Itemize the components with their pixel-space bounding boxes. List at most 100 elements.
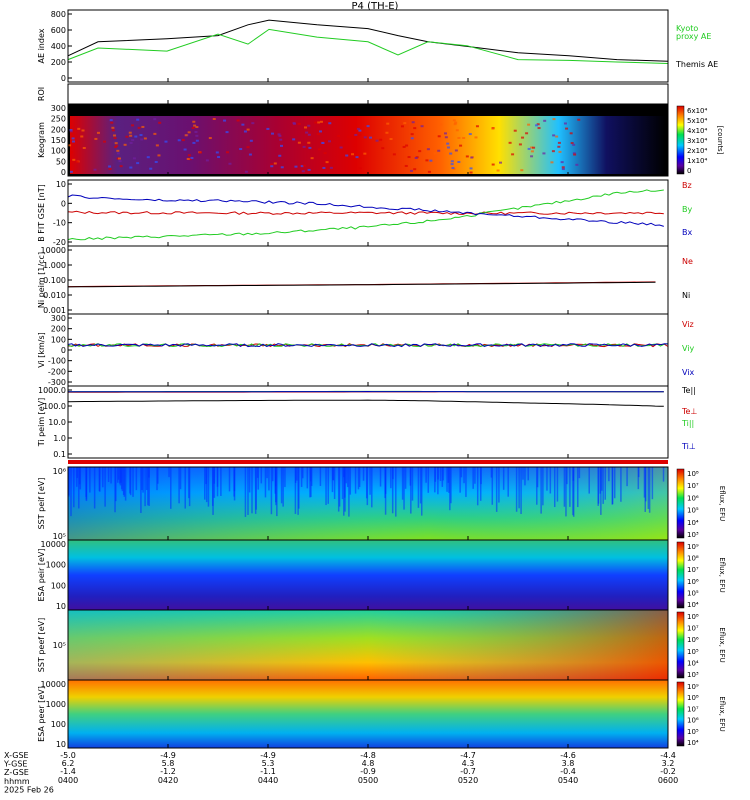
keogram-pixel bbox=[119, 165, 123, 168]
axis-ticks-label: 0500 bbox=[358, 776, 378, 785]
sst-streak bbox=[276, 467, 278, 517]
sst-streak bbox=[333, 467, 336, 499]
sst-streak bbox=[254, 467, 257, 514]
keogram-pixel bbox=[205, 159, 209, 162]
sst-streak bbox=[264, 467, 267, 498]
keogram-pixel bbox=[153, 118, 157, 121]
sst-streak bbox=[577, 467, 579, 508]
sst-streak bbox=[300, 467, 303, 487]
keogram-pixel bbox=[279, 138, 283, 141]
sst-streak bbox=[411, 467, 414, 501]
sst-streak bbox=[549, 467, 552, 494]
sst-streak bbox=[179, 467, 182, 490]
sst-streak bbox=[220, 467, 222, 496]
colorbar-tick: 10⁵ bbox=[687, 589, 699, 597]
sst-streak bbox=[310, 467, 312, 498]
spectrogram-e1 bbox=[68, 540, 668, 610]
keogram-pixel bbox=[75, 160, 79, 163]
panel-frame bbox=[67, 385, 669, 459]
axis-xgse-label: -4.6 bbox=[560, 751, 576, 760]
keogram-pixel bbox=[558, 150, 562, 153]
sst-streak bbox=[392, 467, 394, 480]
colorbar-tick: 10⁴ bbox=[687, 519, 699, 527]
keogram-pixel bbox=[530, 150, 534, 153]
keogram-pixel bbox=[530, 155, 534, 158]
keogram-pixel bbox=[577, 118, 581, 121]
sst-streak bbox=[565, 467, 567, 517]
keogram-pixel bbox=[527, 147, 531, 150]
sst-streak bbox=[662, 467, 665, 482]
keogram-pixel bbox=[521, 136, 525, 139]
sst-streak bbox=[449, 467, 451, 511]
keogram-pixel bbox=[228, 162, 232, 165]
panel-ylabel: Ni peim [1/cc] bbox=[37, 252, 46, 308]
sst-streak bbox=[643, 467, 646, 498]
ytick-label: 200 bbox=[51, 325, 66, 334]
sst-streak bbox=[362, 467, 365, 481]
keogram-pixel bbox=[131, 124, 135, 127]
keogram-pixel bbox=[93, 168, 97, 171]
sst-streak bbox=[572, 467, 574, 516]
keogram-pixel bbox=[153, 132, 157, 135]
colorbar-tick: 10³ bbox=[687, 671, 699, 679]
keogram-pixel bbox=[241, 123, 245, 126]
keogram-pixel bbox=[345, 154, 349, 157]
sst-streak bbox=[275, 467, 277, 506]
axis-ticks-label: 0540 bbox=[558, 776, 578, 785]
sst-streak bbox=[515, 467, 518, 512]
keogram-pixel bbox=[108, 165, 112, 168]
panel-frame bbox=[67, 245, 669, 315]
sst-streak bbox=[296, 467, 298, 481]
keogram-pixel bbox=[123, 143, 127, 146]
keogram-pixel bbox=[358, 133, 362, 136]
ytick-label: 10000 bbox=[41, 246, 66, 255]
keogram-pixel bbox=[563, 122, 567, 125]
panel-ylabel: AE index bbox=[37, 28, 46, 63]
spectrogram-e2 bbox=[68, 680, 668, 748]
axis-zgse-label: -0.2 bbox=[660, 767, 676, 776]
keogram-pixel bbox=[251, 122, 255, 125]
panel-ae: AE index 800 600 400 200 0 bbox=[37, 10, 72, 83]
colorbar-tick: 6x10⁴ bbox=[687, 107, 708, 115]
keogram-pixel bbox=[292, 138, 296, 141]
keogram-pixel bbox=[418, 150, 422, 153]
ytick-label: 100 bbox=[51, 581, 66, 590]
keogram-pixel bbox=[386, 122, 390, 125]
sst-streak bbox=[369, 467, 371, 495]
sst-streak bbox=[270, 467, 273, 515]
keogram-pixel bbox=[69, 128, 73, 131]
colorbar-label: Eflux, EFU bbox=[718, 486, 726, 521]
colorbar-e2 bbox=[676, 681, 685, 747]
legend-proxy-ae: proxy AE bbox=[676, 32, 711, 41]
sst-streak bbox=[648, 467, 651, 513]
keogram-pixel bbox=[557, 141, 561, 144]
sst-streak bbox=[124, 467, 127, 501]
keogram-pixel bbox=[215, 151, 219, 154]
sst-streak bbox=[337, 467, 340, 512]
ytick-label: 100.0 bbox=[43, 402, 66, 411]
keogram-pixel bbox=[113, 134, 117, 137]
legend-themis-ae: Themis AE bbox=[675, 60, 718, 69]
sst-streak bbox=[257, 467, 259, 490]
keogram-pixel bbox=[410, 137, 414, 140]
sst-streak bbox=[228, 467, 231, 492]
axis-row-label: Z-GSE bbox=[4, 768, 29, 777]
ytick-label: 10 bbox=[56, 740, 66, 749]
sst-streak bbox=[309, 467, 311, 498]
sst-streak bbox=[341, 467, 344, 500]
ytick-label: 10⁵ bbox=[53, 532, 66, 541]
ytick-label: 300 bbox=[51, 104, 66, 113]
keogram-pixel bbox=[69, 130, 73, 133]
series-line-0 bbox=[67, 19, 669, 62]
sst-streak bbox=[417, 467, 420, 508]
keogram-pixel bbox=[379, 138, 383, 141]
keogram-pixel bbox=[437, 149, 441, 152]
keogram-pixel bbox=[449, 152, 453, 155]
legend-n-0: Ne bbox=[682, 257, 693, 266]
keogram-pixel bbox=[310, 157, 314, 160]
keogram-pixel bbox=[405, 144, 409, 147]
sst-streak bbox=[251, 467, 253, 514]
axis-ticks-label: 0520 bbox=[458, 776, 478, 785]
keogram-pixel bbox=[292, 122, 296, 125]
